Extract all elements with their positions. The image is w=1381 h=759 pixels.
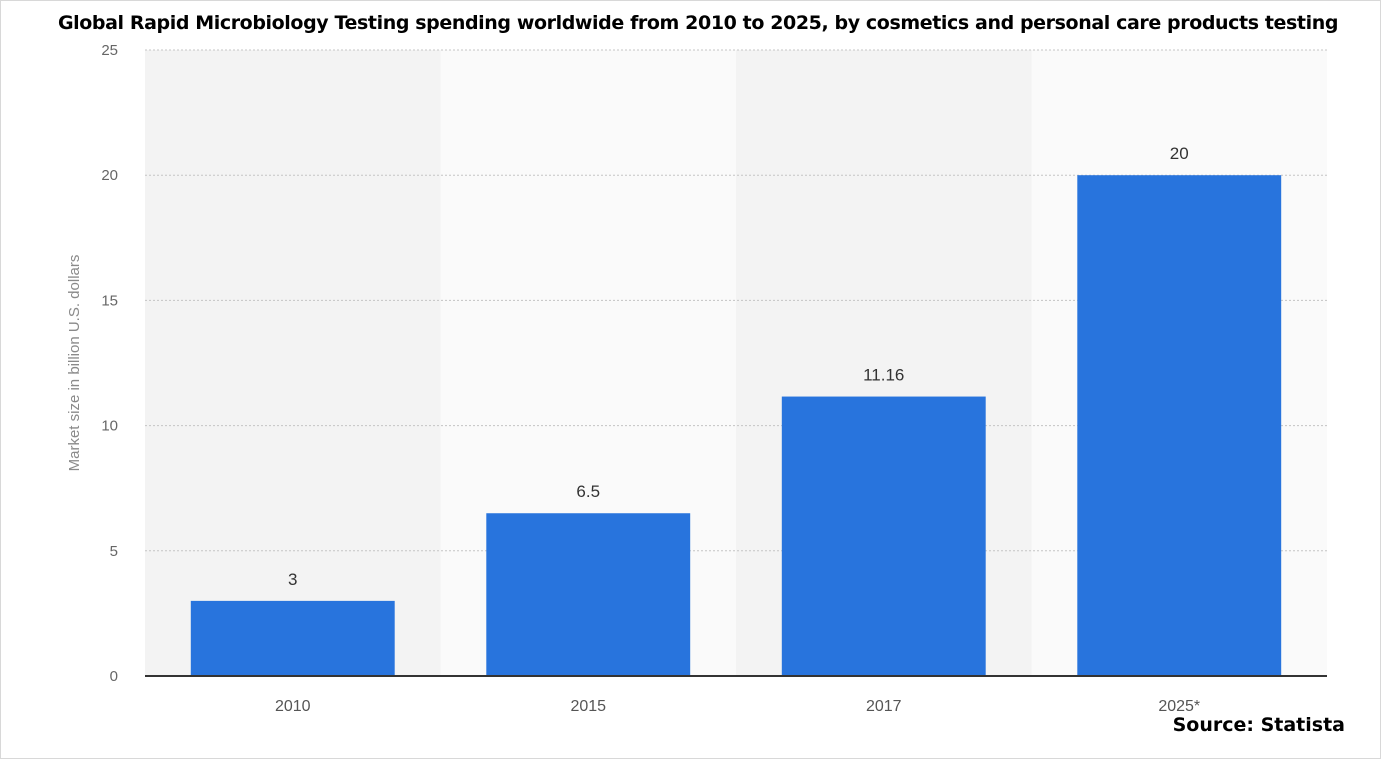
bars: [190, 175, 1282, 676]
x-tick-label: 2010: [275, 698, 311, 715]
y-tick-label: 20: [101, 167, 118, 184]
category-band: [145, 50, 441, 676]
bar: [486, 513, 691, 676]
value-label: 11.16: [863, 366, 904, 385]
y-tick-label: 10: [101, 418, 118, 435]
y-tick-label: 5: [110, 543, 118, 560]
x-axis-ticks: 2010 2015 2017 2025*: [275, 698, 1200, 715]
y-tick-label: 15: [101, 292, 118, 309]
value-labels: 3 6.5 11.16 20: [288, 144, 1189, 589]
y-tick-label: 25: [101, 42, 118, 59]
value-label: 6.5: [576, 482, 600, 501]
value-label: 3: [288, 570, 297, 589]
source-note: Source: Statista: [1172, 714, 1345, 736]
bar: [1077, 175, 1282, 676]
x-tick-label: 2017: [866, 698, 902, 715]
y-tick-label: 0: [110, 668, 118, 685]
y-axis-ticks: 0 5 10 15 20 25: [101, 42, 118, 685]
chart-title: Global Rapid Microbiology Testing spendi…: [57, 12, 1339, 34]
x-tick-label: 2025*: [1158, 698, 1200, 715]
bar: [190, 600, 395, 676]
bar: [781, 396, 986, 676]
x-tick-label: 2015: [570, 698, 606, 715]
y-axis-label: Market size in billion U.S. dollars: [66, 255, 83, 472]
value-label: 20: [1170, 144, 1189, 163]
